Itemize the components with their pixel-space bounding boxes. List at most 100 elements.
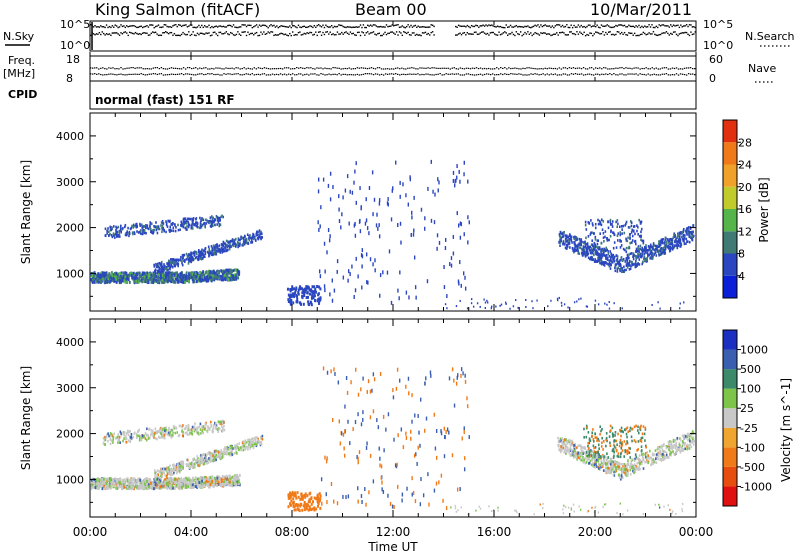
noise-sky-point <box>680 24 682 26</box>
power-cell <box>411 210 413 215</box>
velocity-scatter <box>90 366 696 516</box>
noise-search-point <box>242 31 245 33</box>
power-cell <box>229 275 232 279</box>
power-cell <box>621 270 623 274</box>
power-cell <box>111 277 114 281</box>
noise-sky-point <box>323 26 326 29</box>
power-cell <box>199 257 201 260</box>
noise-search-point <box>283 33 285 36</box>
freq-point <box>425 67 427 69</box>
freq-point <box>576 67 579 69</box>
power-cell <box>193 277 195 281</box>
power-cell <box>186 274 189 278</box>
noise-search-point <box>395 31 398 33</box>
power-cell <box>257 236 260 240</box>
noise-search-point <box>573 33 575 35</box>
power-cell <box>213 250 216 254</box>
power-cell <box>167 261 170 265</box>
power-cell <box>359 229 362 234</box>
power-cell <box>562 231 564 235</box>
noise-search-point <box>163 31 165 34</box>
nave-point <box>564 73 567 75</box>
noise-search-point <box>95 33 98 35</box>
noise-search-point <box>408 34 411 36</box>
noise-search-point <box>333 34 336 36</box>
noise-search-point <box>292 31 294 33</box>
power-cell <box>212 247 215 251</box>
nave-point <box>568 74 571 76</box>
freq-point <box>152 67 155 69</box>
nave-point <box>174 73 177 76</box>
power-cell <box>589 256 592 259</box>
power-cell <box>621 259 623 262</box>
power-cell <box>220 269 223 273</box>
nave-point <box>489 74 492 76</box>
noise-search-point <box>668 34 670 36</box>
noise-search-point <box>355 34 357 37</box>
freq-point <box>239 68 241 70</box>
freq-point <box>233 68 235 70</box>
noise-sky-point <box>655 25 657 28</box>
noise-search-point <box>605 31 607 34</box>
nave-point <box>659 74 662 76</box>
power-cell <box>215 249 218 252</box>
power-cell <box>605 246 608 250</box>
power-cell <box>175 271 178 275</box>
power-cell <box>152 229 154 232</box>
nave-point <box>550 73 552 75</box>
power-cell <box>309 288 312 292</box>
noise-tick-top-left: 10^5 <box>60 18 90 31</box>
freq-point <box>685 67 688 69</box>
velocity-cell <box>204 479 207 483</box>
power-cell <box>214 274 217 278</box>
power-cell <box>634 239 637 243</box>
power-cell <box>219 277 221 281</box>
noise-search-point <box>90 34 92 37</box>
power-cell <box>188 276 191 280</box>
power-cell <box>386 201 389 206</box>
nave-point <box>322 73 324 75</box>
power-cell <box>604 248 606 252</box>
power-colorbar-cell <box>723 231 737 254</box>
velocity-cell <box>230 478 233 482</box>
power-cell <box>95 273 98 277</box>
power-cell <box>638 234 641 238</box>
power-cell <box>198 256 200 259</box>
nave-point <box>245 73 247 75</box>
power-cell <box>110 228 113 231</box>
velocity-cell <box>205 482 208 486</box>
power-cell <box>591 243 594 247</box>
power-cell <box>484 306 487 309</box>
velocity-cell <box>192 478 195 482</box>
power-cell <box>249 234 251 237</box>
freq-point <box>451 67 453 69</box>
nave-point <box>142 73 144 76</box>
power-cell <box>689 230 692 234</box>
noise-sky-point <box>606 24 608 26</box>
power-cell <box>569 246 571 249</box>
power-cell <box>109 225 112 229</box>
noise-search-point <box>596 31 598 34</box>
power-cell <box>377 226 379 231</box>
power-cell <box>619 233 622 237</box>
noise-search-point <box>623 31 626 34</box>
noise-search-point <box>391 31 393 33</box>
power-cell <box>208 273 210 277</box>
noise-sky-point <box>495 26 497 28</box>
power-cell <box>658 245 660 249</box>
velocity-cell <box>202 481 205 485</box>
power-cell <box>559 241 562 244</box>
power-cell <box>248 237 250 240</box>
power-cell <box>258 229 261 232</box>
freq-point <box>209 68 211 70</box>
power-cell <box>607 250 609 253</box>
power-cell <box>145 231 147 235</box>
noise-sky-point <box>101 26 103 28</box>
power-cell <box>637 245 640 248</box>
nave-point <box>544 74 546 76</box>
power-cell <box>368 231 370 236</box>
power-cell <box>179 228 181 232</box>
noise-search-point <box>182 31 184 34</box>
noise-search-point <box>567 34 569 36</box>
power-cell <box>690 236 692 239</box>
